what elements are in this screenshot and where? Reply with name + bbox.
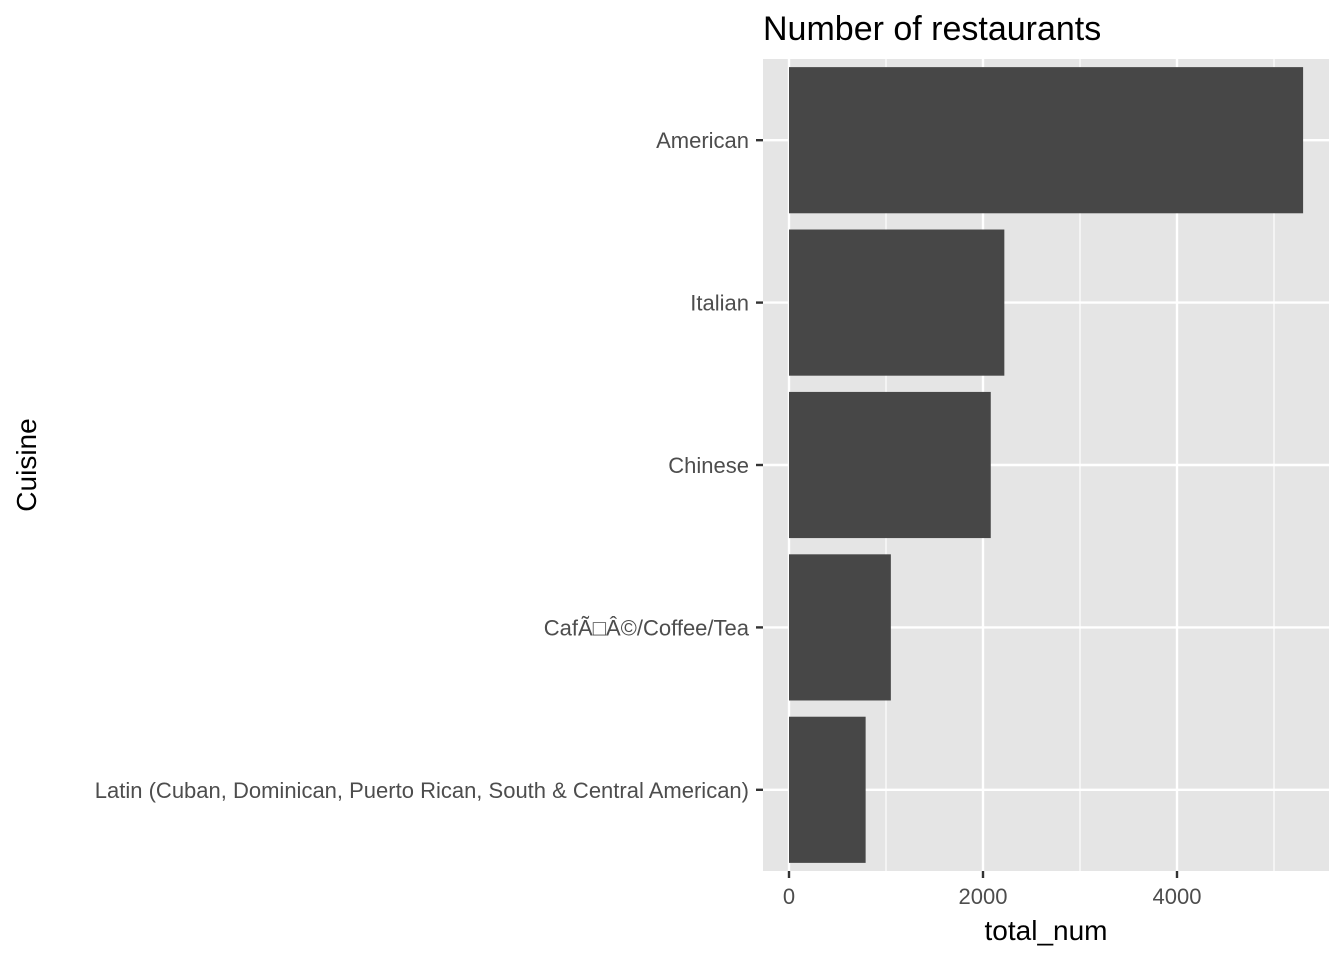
bar bbox=[789, 391, 991, 539]
bar bbox=[789, 554, 891, 701]
chart-title: Number of restaurants bbox=[763, 10, 1101, 48]
bar bbox=[789, 716, 866, 863]
x-axis: 0 2000 4000 bbox=[783, 871, 1202, 909]
y-axis-title: Cuisine bbox=[11, 418, 42, 511]
bar bbox=[789, 229, 1005, 376]
y-tick-label: Italian bbox=[690, 291, 749, 316]
y-tick-label: American bbox=[656, 128, 749, 153]
bar bbox=[789, 67, 1304, 214]
bars-group bbox=[789, 67, 1304, 863]
x-axis-title: total_num bbox=[985, 915, 1108, 946]
y-tick-label: Chinese bbox=[668, 453, 749, 478]
y-tick-label: CafÃ□Â©/Coffee/Tea bbox=[544, 615, 750, 640]
x-tick-label: 2000 bbox=[959, 884, 1008, 909]
y-tick-label: Latin (Cuban, Dominican, Puerto Rican, S… bbox=[95, 778, 749, 803]
x-tick-label: 0 bbox=[783, 884, 795, 909]
x-tick-label: 4000 bbox=[1153, 884, 1202, 909]
y-axis: American Italian Chinese CafÃ□Â©/Coffee/Tea… bbox=[95, 128, 763, 803]
